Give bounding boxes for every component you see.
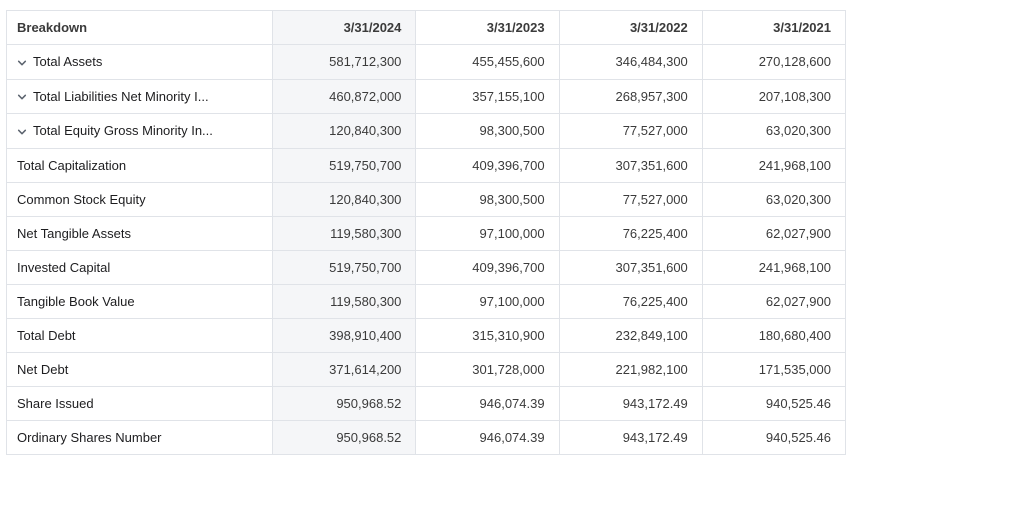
table-row: Invested Capital519,750,700409,396,70030… [7, 250, 846, 284]
row-value: 307,351,600 [559, 250, 702, 284]
row-value: 950,968.52 [273, 420, 416, 454]
header-col-2: 3/31/2022 [559, 11, 702, 45]
row-value: 77,527,000 [559, 114, 702, 149]
row-value: 97,100,000 [416, 216, 559, 250]
expand-toggle[interactable]: Total Equity Gross Minority In... [17, 123, 213, 138]
table-row: Ordinary Shares Number950,968.52946,074.… [7, 420, 846, 454]
row-value: 398,910,400 [273, 318, 416, 352]
row-value: 76,225,400 [559, 284, 702, 318]
table-row: Common Stock Equity120,840,30098,300,500… [7, 182, 846, 216]
table-row: Total Liabilities Net Minority I... 460,8… [7, 79, 846, 114]
row-value: 180,680,400 [702, 318, 845, 352]
chevron-down-icon [17, 127, 27, 137]
row-value: 307,351,600 [559, 148, 702, 182]
row-value: 346,484,300 [559, 45, 702, 80]
row-value: 946,074.39 [416, 386, 559, 420]
row-label: Net Debt [7, 352, 273, 386]
expand-toggle[interactable]: Total Assets [17, 54, 102, 69]
row-value: 519,750,700 [273, 250, 416, 284]
header-col-3: 3/31/2021 [702, 11, 845, 45]
row-label: Share Issued [7, 386, 273, 420]
row-label-text: Total Equity Gross Minority In... [33, 123, 213, 138]
row-label: Tangible Book Value [7, 284, 273, 318]
row-label: Common Stock Equity [7, 182, 273, 216]
row-value: 62,027,900 [702, 284, 845, 318]
row-label: Net Tangible Assets [7, 216, 273, 250]
row-label: Total Debt [7, 318, 273, 352]
expand-toggle[interactable]: Total Liabilities Net Minority I... [17, 89, 209, 104]
row-value: 120,840,300 [273, 182, 416, 216]
row-value: 232,849,100 [559, 318, 702, 352]
row-value: 581,712,300 [273, 45, 416, 80]
row-value: 519,750,700 [273, 148, 416, 182]
row-value: 946,074.39 [416, 420, 559, 454]
row-label[interactable]: Total Liabilities Net Minority I... [7, 79, 273, 114]
row-label: Ordinary Shares Number [7, 420, 273, 454]
row-value: 455,455,600 [416, 45, 559, 80]
row-value: 171,535,000 [702, 352, 845, 386]
row-value: 943,172.49 [559, 386, 702, 420]
row-value: 97,100,000 [416, 284, 559, 318]
row-label-text: Total Assets [33, 54, 102, 69]
chevron-down-icon [17, 92, 27, 102]
row-value: 357,155,100 [416, 79, 559, 114]
row-value: 371,614,200 [273, 352, 416, 386]
row-value: 119,580,300 [273, 284, 416, 318]
row-value: 76,225,400 [559, 216, 702, 250]
row-value: 77,527,000 [559, 182, 702, 216]
row-value: 270,128,600 [702, 45, 845, 80]
row-value: 409,396,700 [416, 250, 559, 284]
header-col-1: 3/31/2023 [416, 11, 559, 45]
row-label[interactable]: Total Assets [7, 45, 273, 80]
row-value: 98,300,500 [416, 182, 559, 216]
table-row: Share Issued950,968.52946,074.39943,172.… [7, 386, 846, 420]
financials-table: Breakdown 3/31/2024 3/31/2023 3/31/2022 … [6, 10, 846, 455]
table-row: Net Tangible Assets119,580,30097,100,000… [7, 216, 846, 250]
row-value: 221,982,100 [559, 352, 702, 386]
table-row: Net Debt371,614,200301,728,000221,982,10… [7, 352, 846, 386]
row-label: Total Capitalization [7, 148, 273, 182]
row-label: Invested Capital [7, 250, 273, 284]
row-value: 98,300,500 [416, 114, 559, 149]
row-value: 241,968,100 [702, 250, 845, 284]
row-value: 268,957,300 [559, 79, 702, 114]
table-row: Total Capitalization519,750,700409,396,7… [7, 148, 846, 182]
row-value: 63,020,300 [702, 114, 845, 149]
row-value: 409,396,700 [416, 148, 559, 182]
header-breakdown: Breakdown [7, 11, 273, 45]
row-value: 460,872,000 [273, 79, 416, 114]
row-value: 207,108,300 [702, 79, 845, 114]
row-value: 950,968.52 [273, 386, 416, 420]
row-value: 301,728,000 [416, 352, 559, 386]
row-value: 940,525.46 [702, 386, 845, 420]
table-header-row: Breakdown 3/31/2024 3/31/2023 3/31/2022 … [7, 11, 846, 45]
row-value: 63,020,300 [702, 182, 845, 216]
chevron-down-icon [17, 58, 27, 68]
header-col-0: 3/31/2024 [273, 11, 416, 45]
row-value: 943,172.49 [559, 420, 702, 454]
table-row: Total Equity Gross Minority In... 120,840… [7, 114, 846, 149]
row-label-text: Total Liabilities Net Minority I... [33, 89, 209, 104]
row-value: 120,840,300 [273, 114, 416, 149]
row-value: 315,310,900 [416, 318, 559, 352]
row-value: 119,580,300 [273, 216, 416, 250]
row-label[interactable]: Total Equity Gross Minority In... [7, 114, 273, 149]
table-row: Total Debt398,910,400315,310,900232,849,… [7, 318, 846, 352]
row-value: 241,968,100 [702, 148, 845, 182]
row-value: 62,027,900 [702, 216, 845, 250]
table-row: Total Assets 581,712,300455,455,600346,48… [7, 45, 846, 80]
table-row: Tangible Book Value119,580,30097,100,000… [7, 284, 846, 318]
row-value: 940,525.46 [702, 420, 845, 454]
